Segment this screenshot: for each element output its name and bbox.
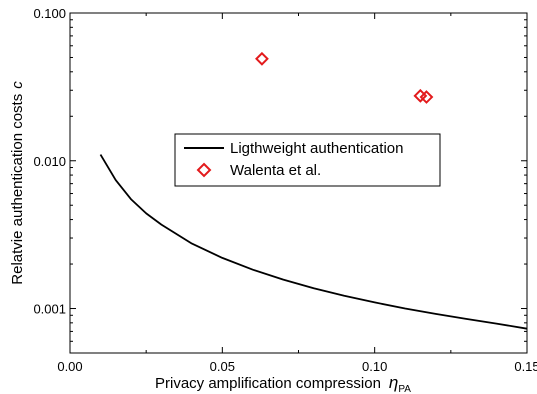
- x-tick-label: 0.05: [210, 359, 235, 374]
- legend-label-line: Ligthweight authentication: [230, 140, 403, 157]
- y-tick-label: 0.010: [33, 154, 66, 169]
- legend-diamond-swatch: [196, 162, 212, 178]
- x-axis-title: Privacy amplification compression ηPA: [155, 373, 411, 394]
- data-point-diamond: [255, 51, 269, 66]
- y-axis-title: Relatvie authentication costsc: [9, 81, 26, 285]
- x-tick-label: 0.00: [57, 359, 82, 374]
- data-point-diamond: [419, 90, 434, 104]
- y-axis-ticks: 0.001 0.010 0.100: [33, 6, 527, 342]
- legend-box: [174, 133, 441, 187]
- series-line-0: [99, 154, 528, 330]
- legend: Ligthweight authentication Walenta et al…: [174, 133, 441, 187]
- y-tick-label: 0.100: [33, 6, 66, 21]
- y-tick-label: 0.001: [33, 302, 66, 317]
- x-tick-label: 0.15: [514, 359, 537, 374]
- x-axis-ticks: 0.00 0.05 0.10 0.15: [57, 13, 537, 374]
- x-tick-label: 0.10: [362, 359, 387, 374]
- series-layer: [99, 51, 528, 330]
- legend-label-scatter: Walenta et al.: [230, 162, 321, 179]
